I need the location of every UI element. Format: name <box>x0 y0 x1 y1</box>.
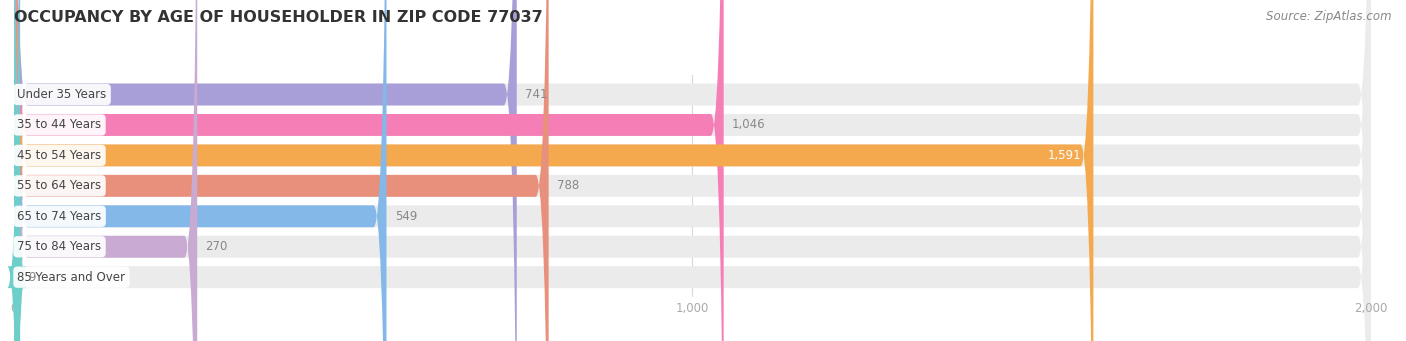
Text: 788: 788 <box>557 179 579 192</box>
Text: 55 to 64 Years: 55 to 64 Years <box>17 179 101 192</box>
Text: Source: ZipAtlas.com: Source: ZipAtlas.com <box>1267 10 1392 23</box>
Text: 35 to 44 Years: 35 to 44 Years <box>17 118 101 131</box>
FancyBboxPatch shape <box>14 0 1371 341</box>
FancyBboxPatch shape <box>14 0 1371 341</box>
FancyBboxPatch shape <box>14 0 1371 341</box>
Text: 270: 270 <box>205 240 228 253</box>
FancyBboxPatch shape <box>14 0 1371 341</box>
Text: 741: 741 <box>524 88 547 101</box>
FancyBboxPatch shape <box>14 0 548 341</box>
FancyBboxPatch shape <box>14 0 517 341</box>
FancyBboxPatch shape <box>14 0 1371 341</box>
Text: 45 to 54 Years: 45 to 54 Years <box>17 149 101 162</box>
FancyBboxPatch shape <box>14 0 724 341</box>
Text: 9: 9 <box>28 271 35 284</box>
Text: 75 to 84 Years: 75 to 84 Years <box>17 240 101 253</box>
Text: 1,591: 1,591 <box>1047 149 1081 162</box>
FancyBboxPatch shape <box>14 0 1094 341</box>
FancyBboxPatch shape <box>14 0 1371 341</box>
FancyBboxPatch shape <box>14 0 1371 341</box>
Text: 549: 549 <box>395 210 418 223</box>
Text: 1,046: 1,046 <box>731 118 765 131</box>
Text: 65 to 74 Years: 65 to 74 Years <box>17 210 101 223</box>
Text: OCCUPANCY BY AGE OF HOUSEHOLDER IN ZIP CODE 77037: OCCUPANCY BY AGE OF HOUSEHOLDER IN ZIP C… <box>14 10 543 25</box>
FancyBboxPatch shape <box>14 0 387 341</box>
FancyBboxPatch shape <box>14 0 197 341</box>
Text: 85 Years and Over: 85 Years and Over <box>17 271 125 284</box>
FancyBboxPatch shape <box>7 0 27 341</box>
Text: Under 35 Years: Under 35 Years <box>17 88 107 101</box>
